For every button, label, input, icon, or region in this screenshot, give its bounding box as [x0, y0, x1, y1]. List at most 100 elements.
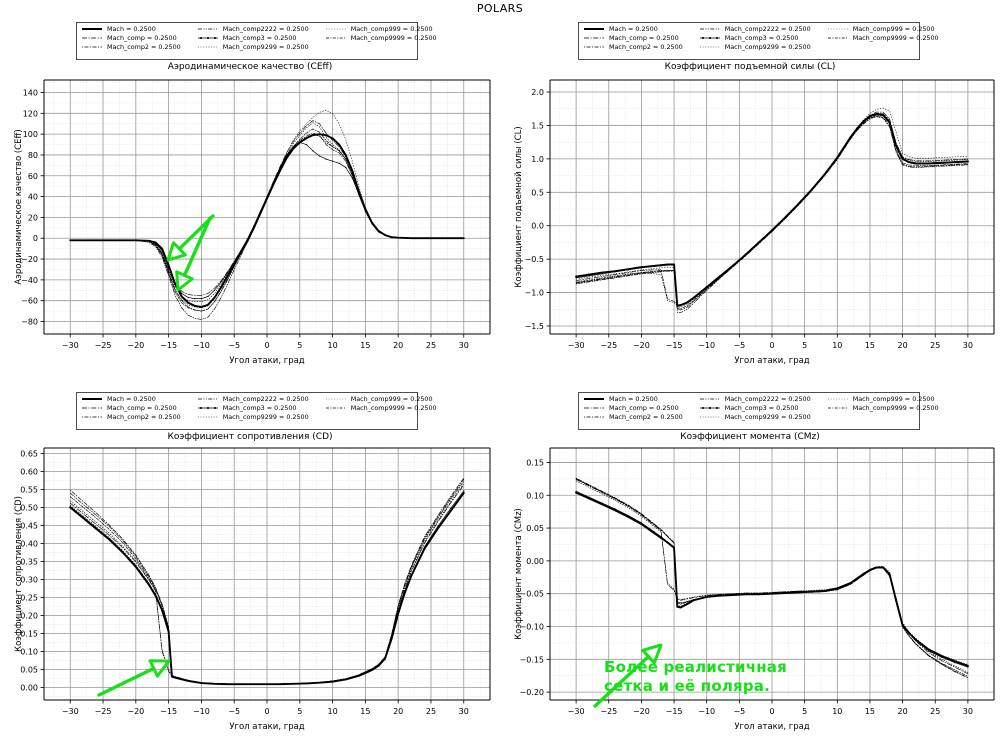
svg-text:5: 5 [802, 341, 807, 350]
legend-entry: Mach_comp2 = 0.2500 [583, 43, 683, 51]
annotation-note-cmz: Более реалистичная сетка и её поляра. [604, 658, 787, 695]
x-axis-label-ceff: Угол атаки, град [229, 356, 305, 366]
chart-panel-cd: Коэффициент сопротивления (CD) −30 −25 −20… [0, 432, 500, 750]
svg-text:−15: −15 [160, 707, 177, 716]
legend-entry-label: Mach_comp2 = 0.2500 [609, 413, 683, 421]
legend-entry-label: Mach = 0.2500 [609, 395, 658, 403]
svg-text:30: 30 [459, 707, 469, 716]
svg-text:20: 20 [393, 341, 403, 350]
legend-entry-label: Mach_comp999 = 0.2500 [350, 25, 433, 33]
svg-text:20: 20 [897, 341, 907, 350]
legend-entry: Mach_comp9999 = 0.2500 [325, 404, 437, 412]
svg-text:25: 25 [426, 341, 436, 350]
legend-line-sample [584, 46, 604, 48]
legend-entry: Mach_comp999 = 0.2500 [827, 395, 939, 403]
svg-text:15: 15 [865, 341, 875, 350]
legend-entry-label: Mach_comp9999 = 0.2500 [350, 34, 437, 42]
svg-text:−15: −15 [666, 707, 683, 716]
chart-title-ceff: Аэродинамическое качество (CEff) [167, 62, 333, 72]
legend-entry: Mach_comp3 = 0.2500 [197, 34, 309, 42]
legend-entry: Mach_comp3 = 0.2500 [197, 404, 309, 412]
legend-entry-label: Mach_comp = 0.2500 [107, 34, 177, 42]
svg-text:−0.5: −0.5 [525, 255, 544, 264]
legend-entry: Mach_comp9999 = 0.2500 [325, 34, 437, 42]
svg-text:−25: −25 [95, 341, 112, 350]
svg-text:−0.15: −0.15 [519, 655, 544, 664]
legend-entry: Mach_comp2222 = 0.2500 [699, 395, 811, 403]
legend-line-sample [827, 398, 848, 400]
svg-text:30: 30 [963, 341, 973, 350]
svg-text:−25: −25 [600, 341, 617, 350]
legend-line-sample [325, 407, 346, 409]
legend-entry: Mach_comp = 0.2500 [81, 404, 181, 412]
chart-panel-cmz: Коэффициент момента (CMz) −30 −25 −20 −15 −1… [500, 432, 1000, 750]
svg-text:−5: −5 [733, 707, 745, 716]
legend-line-sample [325, 28, 346, 30]
legend-entry-label: Mach_comp9299 = 0.2500 [222, 43, 309, 51]
legend-entry: Mach = 0.2500 [81, 395, 181, 403]
legend-entry: Mach = 0.2500 [81, 25, 181, 33]
legend-cmz: Mach = 0.2500 Mach_comp2222 = 0.2500 Mach_… [578, 392, 939, 430]
svg-text:5: 5 [297, 341, 302, 350]
legend-entry-label: Mach_comp = 0.2500 [107, 404, 177, 412]
svg-text:−25: −25 [600, 707, 617, 716]
svg-text:−20: −20 [21, 255, 38, 264]
ticks-cl: −30 −25 −20 −15 −10 −5 0 5 10 15 20 25 30 −1.5 −1.0 −0.… [525, 88, 973, 350]
x-axis-label-cl: Угол атаки, град [734, 356, 810, 366]
svg-text:20: 20 [897, 707, 907, 716]
legend-ceff: Mach = 0.2500 Mach_comp2222 = 0.2500 Mach_… [76, 22, 437, 60]
chart-panel-ceff: Аэродинамическое качество (CEff) −30 −25 −… [0, 62, 500, 382]
legend-line-sample [325, 398, 346, 400]
svg-text:5: 5 [297, 707, 302, 716]
svg-text:0.50: 0.50 [20, 503, 38, 512]
legend-line-sample [827, 28, 848, 30]
svg-text:−5: −5 [733, 341, 745, 350]
legend-line-sample [699, 398, 720, 400]
series-markers [575, 113, 969, 307]
svg-text:0.20: 0.20 [20, 611, 38, 620]
svg-text:0.30: 0.30 [20, 575, 38, 584]
legend-entry: Mach_comp = 0.2500 [583, 404, 683, 412]
svg-text:−30: −30 [62, 341, 79, 350]
legend-entry-label: Mach_comp999 = 0.2500 [852, 395, 935, 403]
legend-entry: Mach_comp9299 = 0.2500 [699, 43, 811, 51]
legend-entry: Mach_comp999 = 0.2500 [325, 395, 437, 403]
legend-entry-label: Mach_comp = 0.2500 [609, 404, 679, 412]
legend-entry-label: Mach_comp2 = 0.2500 [609, 43, 683, 51]
legend-entry-label: Mach_comp2 = 0.2500 [107, 413, 181, 421]
legend-entry-label: Mach_comp2222 = 0.2500 [724, 395, 811, 403]
grid-major-cd [44, 448, 490, 700]
legend-entry: Mach_comp9299 = 0.2500 [197, 43, 309, 51]
svg-text:0.65: 0.65 [20, 449, 38, 458]
svg-text:−5: −5 [228, 707, 240, 716]
legend-entry: Mach_comp2 = 0.2500 [81, 43, 181, 51]
svg-text:100: 100 [23, 130, 38, 139]
legend-line-sample [584, 37, 604, 39]
svg-text:−20: −20 [633, 707, 650, 716]
legend-entry: Mach_comp999 = 0.2500 [827, 25, 939, 33]
svg-text:1.0: 1.0 [531, 155, 544, 164]
svg-text:−30: −30 [568, 341, 585, 350]
legend-entry: Mach_comp2222 = 0.2500 [699, 25, 811, 33]
x-axis-label-cmz: Угол атаки, град [734, 722, 810, 732]
legend-entry: Mach_comp9999 = 0.2500 [827, 34, 939, 42]
legend-line-sample [197, 416, 218, 418]
svg-text:−10: −10 [698, 341, 715, 350]
svg-text:0.05: 0.05 [526, 524, 544, 533]
legend-line-sample [584, 398, 604, 400]
svg-text:0.00: 0.00 [20, 683, 38, 692]
legend-entry-label: Mach = 0.2500 [107, 25, 156, 33]
svg-text:15: 15 [360, 707, 370, 716]
svg-text:20: 20 [393, 707, 403, 716]
legend-entry-label: Mach = 0.2500 [609, 25, 658, 33]
legend-line-sample [197, 28, 218, 30]
legend-line-sample [82, 416, 102, 418]
svg-text:0: 0 [769, 341, 774, 350]
chart-title-cd: Коэффициент сопротивления (CD) [167, 432, 333, 442]
legend-line-sample [827, 407, 848, 409]
chart-panel-cl: Коэффициент подъемной силы (CL) −30 −25 −2… [500, 62, 1000, 382]
svg-text:−60: −60 [21, 297, 38, 306]
legend-line-sample [82, 398, 102, 400]
legend-line-sample [325, 37, 346, 39]
svg-text:−0.10: −0.10 [519, 623, 544, 632]
